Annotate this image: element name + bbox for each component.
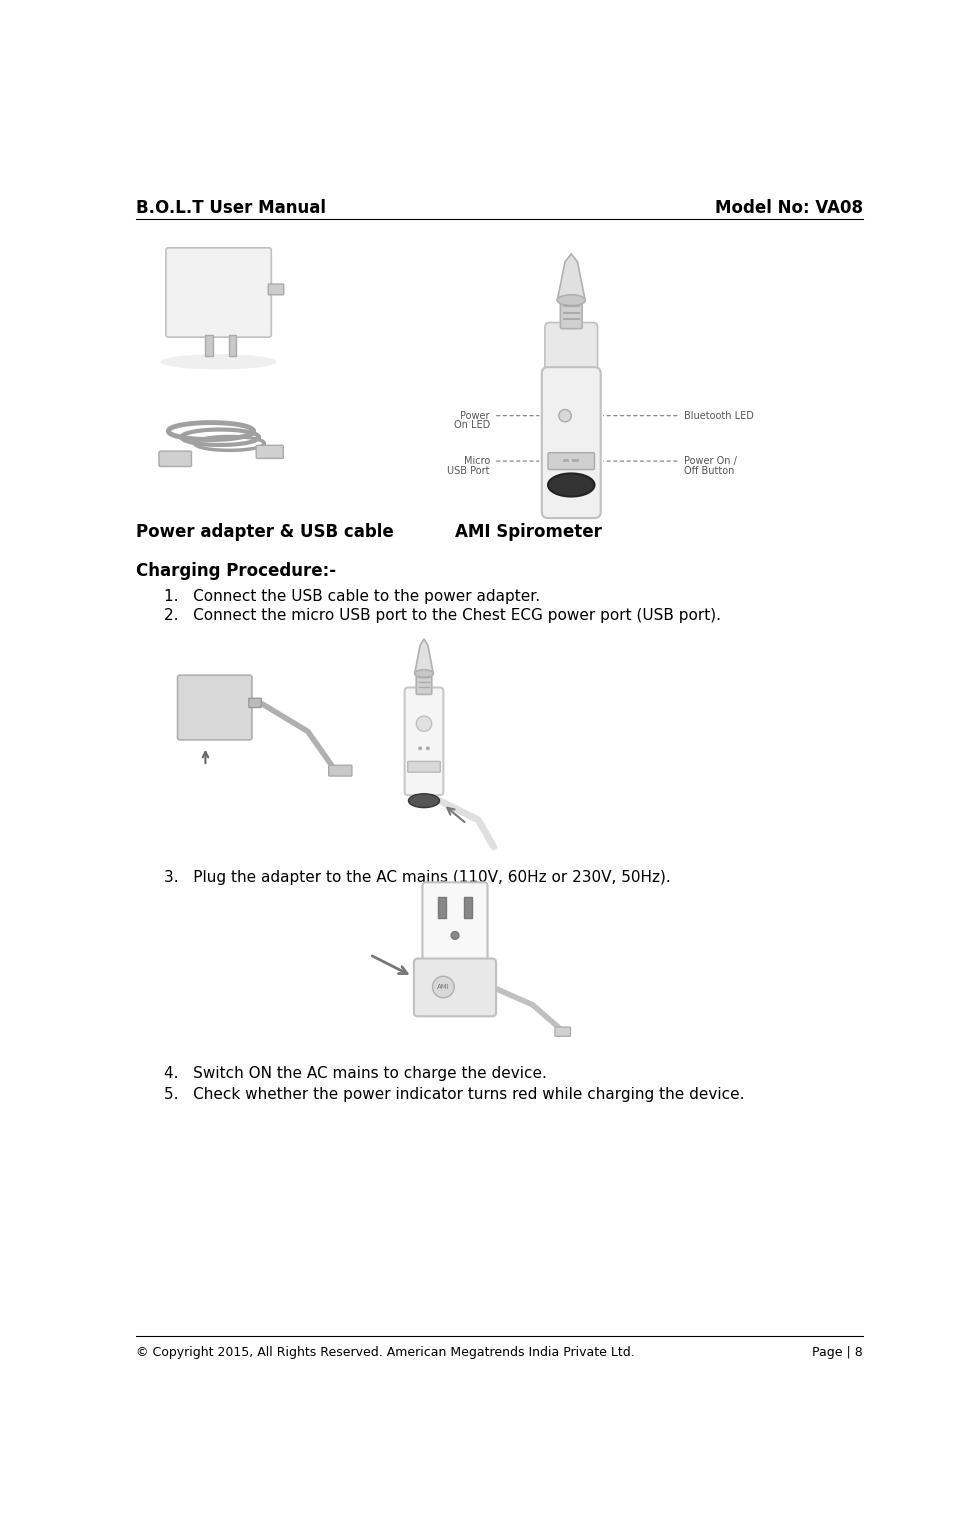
FancyBboxPatch shape [544,323,598,386]
Text: Model No: VA08: Model No: VA08 [715,199,863,217]
Text: AMI Spirometer: AMI Spirometer [455,523,602,542]
Text: Page | 8: Page | 8 [812,1345,863,1359]
FancyBboxPatch shape [414,959,496,1016]
Polygon shape [415,639,433,674]
Ellipse shape [415,669,433,677]
Circle shape [432,976,454,997]
FancyArrowPatch shape [372,956,407,974]
Text: 3.   Plug the adapter to the AC mains (110V, 60Hz or 230V, 50Hz).: 3. Plug the adapter to the AC mains (110… [165,870,671,885]
Text: On LED: On LED [454,420,490,431]
Text: Micro: Micro [464,457,490,466]
Text: B.O.L.T User Manual: B.O.L.T User Manual [135,199,325,217]
Ellipse shape [408,794,439,808]
Text: 5.   Check whether the power indicator turns red while charging the device.: 5. Check whether the power indicator tur… [165,1087,745,1102]
Text: AMI: AMI [437,983,450,990]
FancyBboxPatch shape [328,765,352,776]
Text: 1.   Connect the USB cable to the power adapter.: 1. Connect the USB cable to the power ad… [165,589,541,603]
Text: Power On /: Power On / [684,457,736,466]
Circle shape [451,931,459,939]
FancyBboxPatch shape [408,762,440,773]
FancyBboxPatch shape [423,882,488,965]
FancyBboxPatch shape [560,299,582,329]
Circle shape [559,409,571,422]
Bar [229,336,237,357]
Text: © Copyright 2015, All Rights Reserved. American Megatrends India Private Ltd.: © Copyright 2015, All Rights Reserved. A… [135,1345,634,1359]
Bar [438,897,446,919]
Text: Power adapter & USB cable: Power adapter & USB cable [135,523,393,542]
Bar [465,897,472,919]
FancyBboxPatch shape [542,368,601,519]
FancyBboxPatch shape [548,452,594,469]
FancyBboxPatch shape [159,451,192,466]
FancyArrowPatch shape [447,808,465,822]
FancyArrowPatch shape [203,753,208,763]
Ellipse shape [557,295,585,306]
Text: USB Port: USB Port [447,466,490,476]
Circle shape [416,716,431,731]
Text: Power: Power [461,411,490,422]
Text: μ: μ [169,454,175,463]
Circle shape [418,746,422,749]
FancyBboxPatch shape [248,699,261,708]
FancyBboxPatch shape [555,1027,571,1036]
FancyBboxPatch shape [166,248,272,337]
Text: Charging Procedure:-: Charging Procedure:- [135,562,336,580]
Text: 2.   Connect the micro USB port to the Chest ECG power port (USB port).: 2. Connect the micro USB port to the Che… [165,608,722,623]
Circle shape [426,746,430,749]
FancyBboxPatch shape [268,285,283,295]
FancyBboxPatch shape [416,673,431,694]
Ellipse shape [161,354,277,369]
FancyBboxPatch shape [256,445,283,459]
FancyBboxPatch shape [177,676,252,740]
Text: Off Button: Off Button [684,466,734,476]
Ellipse shape [548,474,594,497]
FancyBboxPatch shape [404,688,443,796]
Bar [206,336,213,357]
Text: 4.   Switch ON the AC mains to charge the device.: 4. Switch ON the AC mains to charge the … [165,1067,547,1082]
Polygon shape [557,254,585,300]
Text: Bluetooth LED: Bluetooth LED [684,411,754,420]
